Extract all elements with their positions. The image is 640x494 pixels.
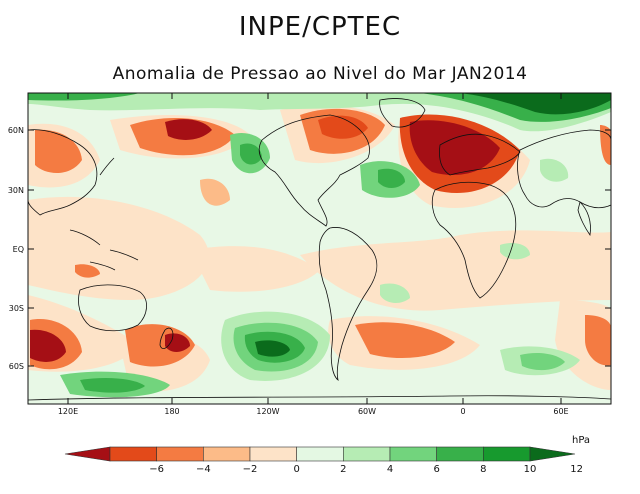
colorbar-tick-label: −4: [196, 464, 211, 475]
figure-subtitle: Anomalia de Pressao ao Nivel do Mar JAN2…: [112, 64, 528, 84]
lat-label: 30N: [8, 186, 24, 195]
colorbar-tick-label: 0: [293, 464, 299, 475]
colorbar-swatch: [249, 446, 297, 462]
lon-label: 120E: [58, 407, 78, 416]
colorbar-swatch: [156, 446, 204, 462]
map-ticks: [28, 93, 611, 404]
colorbar-tick-label: −2: [243, 464, 258, 475]
colorbar-arrow-high: [529, 446, 576, 462]
lon-label: 180: [164, 407, 179, 416]
colorbar: [64, 446, 576, 462]
colorbar-swatch: [389, 446, 437, 462]
colorbar-tick-label: 10: [524, 464, 537, 475]
lon-label: 0: [460, 407, 465, 416]
longitude-labels: 120E 180 120W 60W 0 60E: [58, 407, 569, 416]
colorbar-tick-label: 12: [570, 464, 583, 475]
colorbar-swatch: [343, 446, 391, 462]
anomaly-field: [28, 93, 611, 404]
lat-label: 60S: [9, 362, 24, 371]
lon-label: 60E: [553, 407, 568, 416]
colorbar-swatch: [483, 446, 531, 462]
colorbar-tick-label: 8: [480, 464, 486, 475]
colorbar-swatch: [109, 446, 157, 462]
colorbar-swatch: [296, 446, 344, 462]
colorbar-tick-label: 6: [433, 464, 439, 475]
colorbar-swatch: [203, 446, 251, 462]
lat-label: 60N: [8, 126, 24, 135]
lat-label: 30S: [9, 304, 24, 313]
colorbar-tick-labels: −6 −4 −2 0 2 4 6 8 10 12: [149, 464, 583, 475]
colorbar-tick-label: 2: [340, 464, 346, 475]
colorbar-arrow-low: [64, 446, 111, 462]
colorbar-swatch: [436, 446, 484, 462]
lat-label: EQ: [13, 245, 24, 254]
colorbar-tick-label: −6: [149, 464, 164, 475]
continent-outlines: [28, 98, 611, 401]
lon-label: 120W: [256, 407, 279, 416]
colorbar-unit: hPa: [572, 435, 590, 446]
lon-label: 60W: [358, 407, 376, 416]
colorbar-tick-label: 4: [387, 464, 393, 475]
latitude-labels: 60N 30N EQ 30S 60S: [8, 126, 24, 371]
figure-title: INPE/CPTEC: [238, 12, 402, 42]
